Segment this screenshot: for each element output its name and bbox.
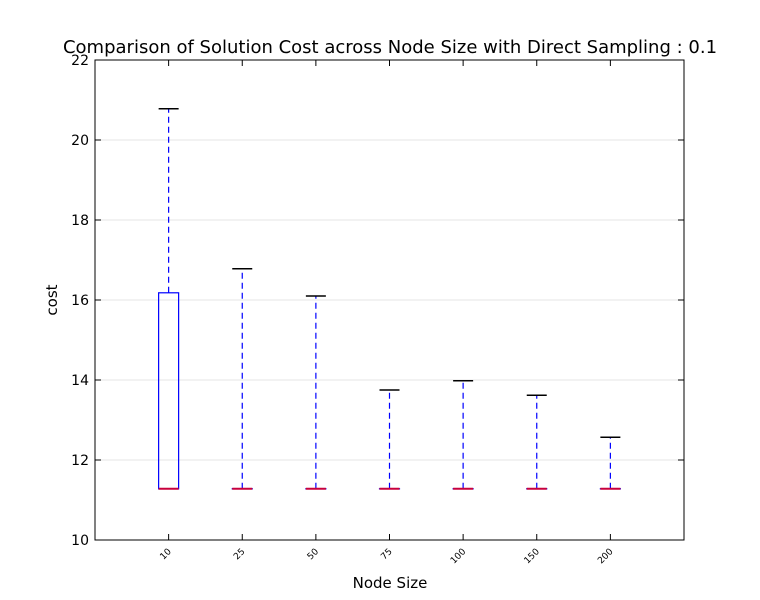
x-tick-label: 75 [379,547,394,562]
x-tick-label: 10 [159,547,174,562]
box-series [158,108,621,490]
y-tick-label: 22 [71,53,89,69]
y-tick-label: 14 [71,373,89,389]
y-tick-label: 20 [71,133,89,149]
y-tick-label: 18 [71,213,89,229]
y-axis-label: cost [43,284,61,315]
chart-title: Comparison of Solution Cost across Node … [63,37,717,58]
box-50 [305,295,327,490]
box-100 [452,380,474,490]
x-tick-label: 50 [306,547,321,562]
x-tick-label: 150 [523,547,542,566]
box-10 [158,108,180,490]
x-axis-label: Node Size [353,574,428,592]
box-25 [231,268,253,490]
x-tick-label: 25 [232,547,247,562]
y-tick-label: 10 [71,533,89,549]
y-tick-label: 12 [71,453,89,469]
x-tick-label: 100 [449,547,468,566]
y-tick-label: 16 [71,293,89,309]
box [158,292,180,490]
box-75 [378,389,401,490]
box-200 [599,436,621,490]
grid-lines [95,139,684,461]
box-150 [526,394,548,490]
y-axis: 10 12 14 16 18 20 22 [71,53,684,549]
x-tick-label: 200 [596,547,615,566]
x-axis: 10 25 50 75 100 150 200 [159,60,616,566]
